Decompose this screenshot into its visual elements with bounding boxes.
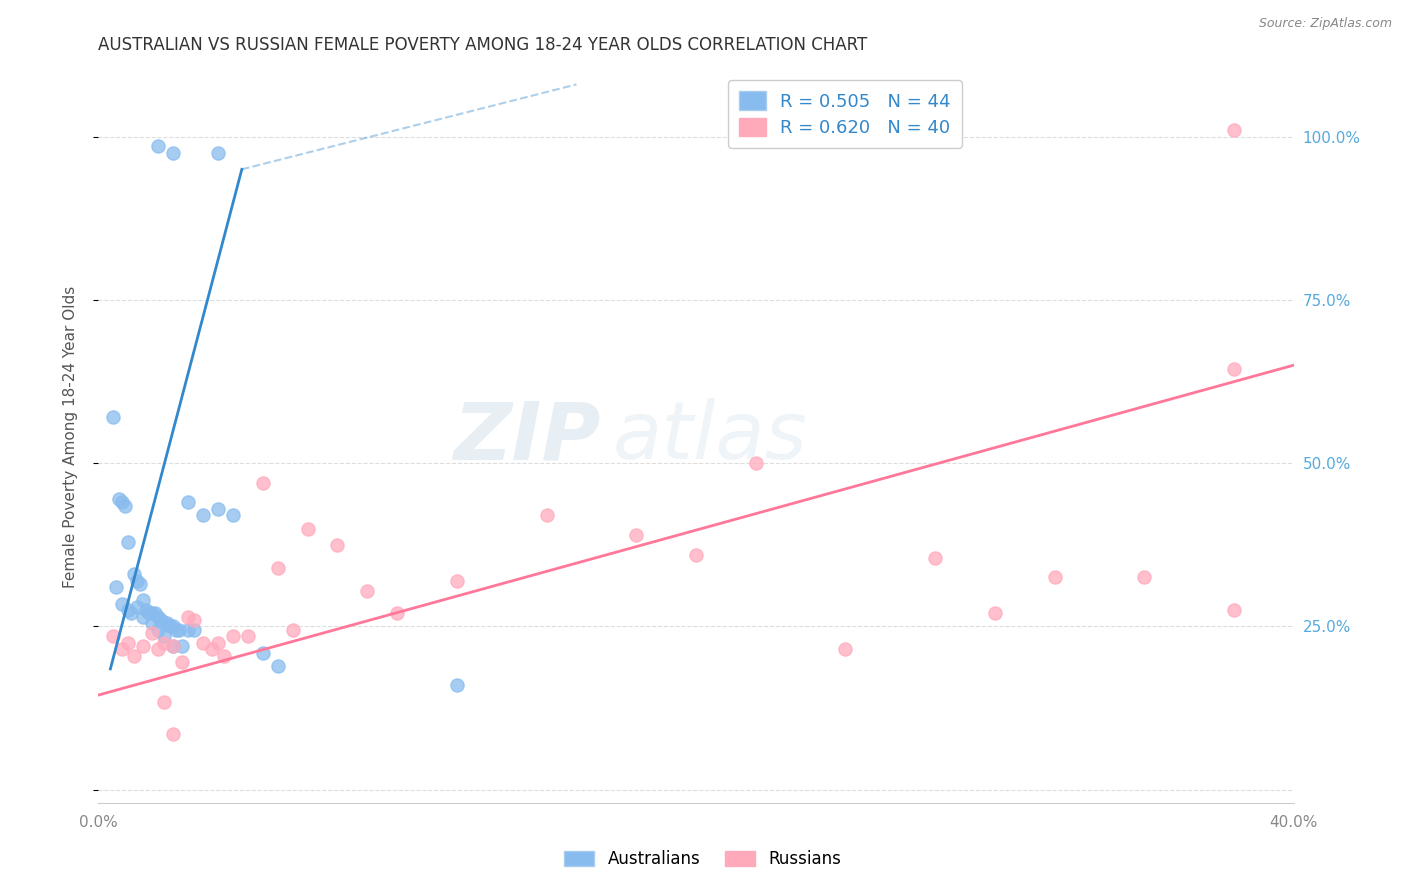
Point	[135, 603, 157, 617]
Point	[165, 623, 187, 637]
Point	[132, 593, 155, 607]
Point	[159, 619, 181, 633]
Point	[143, 607, 166, 621]
Point	[172, 639, 194, 653]
Point	[252, 475, 274, 490]
Point	[236, 629, 259, 643]
Point	[162, 619, 184, 633]
Point	[138, 607, 160, 621]
Point	[153, 636, 176, 650]
Point	[191, 636, 214, 650]
Point	[111, 642, 134, 657]
Point	[326, 538, 349, 552]
Point	[156, 616, 179, 631]
Point	[222, 629, 245, 643]
Point	[103, 410, 125, 425]
Point	[132, 609, 155, 624]
Point	[153, 629, 176, 643]
Point	[162, 727, 184, 741]
Point	[117, 636, 139, 650]
Point	[207, 636, 229, 650]
Point	[108, 492, 131, 507]
Point	[141, 626, 163, 640]
Point	[207, 502, 229, 516]
Point	[177, 609, 200, 624]
Point	[177, 623, 200, 637]
Point	[117, 534, 139, 549]
Point	[120, 607, 142, 621]
Point	[167, 623, 190, 637]
Point	[153, 695, 176, 709]
Point	[172, 656, 194, 670]
Point	[183, 613, 205, 627]
Point	[132, 639, 155, 653]
Point	[183, 623, 205, 637]
Point	[111, 495, 134, 509]
Point	[117, 603, 139, 617]
Point	[924, 550, 946, 565]
Point	[111, 597, 134, 611]
Point	[626, 528, 648, 542]
Point	[1223, 361, 1246, 376]
Point	[685, 548, 707, 562]
Point	[177, 495, 200, 509]
Legend: Australians, Russians: Australians, Russians	[558, 844, 848, 875]
Text: AUSTRALIAN VS RUSSIAN FEMALE POVERTY AMONG 18-24 YEAR OLDS CORRELATION CHART: AUSTRALIAN VS RUSSIAN FEMALE POVERTY AMO…	[98, 36, 868, 54]
Text: Source: ZipAtlas.com: Source: ZipAtlas.com	[1258, 17, 1392, 29]
Point	[984, 607, 1007, 621]
Point	[141, 616, 163, 631]
Point	[127, 574, 149, 588]
Point	[150, 613, 173, 627]
Point	[834, 642, 856, 657]
Point	[127, 599, 149, 614]
Point	[1223, 603, 1246, 617]
Point	[124, 567, 146, 582]
Point	[129, 577, 152, 591]
Text: atlas: atlas	[613, 398, 807, 476]
Point	[148, 139, 170, 153]
Point	[162, 639, 184, 653]
Point	[148, 609, 170, 624]
Text: ZIP: ZIP	[453, 398, 600, 476]
Point	[201, 642, 224, 657]
Point	[141, 607, 163, 621]
Point	[1223, 123, 1246, 137]
Point	[1043, 570, 1066, 584]
Point	[124, 648, 146, 663]
Point	[745, 456, 768, 470]
Point	[162, 146, 184, 161]
Point	[105, 580, 128, 594]
Point	[536, 508, 558, 523]
Point	[153, 616, 176, 631]
Point	[252, 646, 274, 660]
Y-axis label: Female Poverty Among 18-24 Year Olds: Female Poverty Among 18-24 Year Olds	[63, 286, 77, 588]
Point	[222, 508, 245, 523]
Point	[114, 499, 136, 513]
Point	[267, 658, 290, 673]
Point	[297, 521, 319, 535]
Point	[212, 648, 235, 663]
Point	[191, 508, 214, 523]
Point	[1133, 570, 1156, 584]
Point	[148, 642, 170, 657]
Legend: R = 0.505   N = 44, R = 0.620   N = 40: R = 0.505 N = 44, R = 0.620 N = 40	[728, 80, 962, 148]
Point	[148, 623, 170, 637]
Point	[281, 623, 304, 637]
Point	[385, 607, 409, 621]
Point	[267, 560, 290, 574]
Point	[207, 146, 229, 161]
Point	[446, 574, 468, 588]
Point	[162, 639, 184, 653]
Point	[356, 583, 378, 598]
Point	[446, 678, 468, 692]
Point	[103, 629, 125, 643]
